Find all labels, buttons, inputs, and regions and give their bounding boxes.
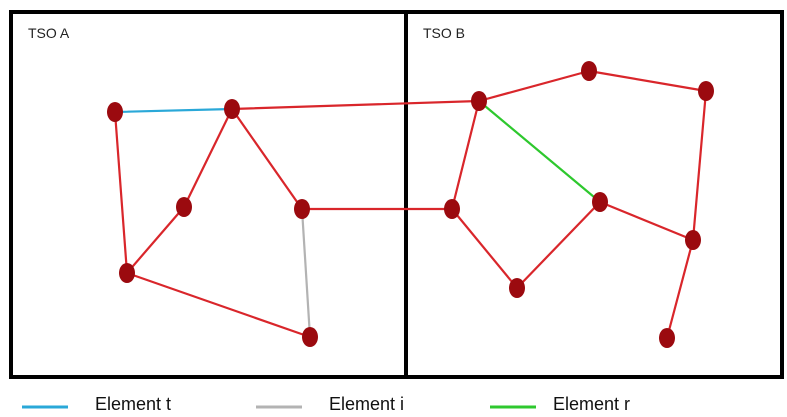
legend-label-element-i: Element i — [329, 394, 404, 414]
node — [302, 327, 318, 347]
line-element-r — [477, 99, 602, 204]
line — [450, 99, 481, 211]
node — [444, 199, 460, 219]
node — [471, 91, 487, 111]
line — [230, 99, 481, 111]
network-nodes — [107, 61, 714, 348]
node — [592, 192, 608, 212]
line — [125, 271, 312, 339]
line-element-t — [113, 107, 234, 114]
node — [224, 99, 240, 119]
line — [182, 107, 234, 209]
zone-tso-a-label: TSO A — [28, 25, 70, 41]
node — [107, 102, 123, 122]
legend: Element t Element i Element r — [22, 394, 630, 414]
legend-label-element-t: Element t — [95, 394, 171, 414]
line — [113, 110, 129, 275]
zone-tso-b-label: TSO B — [423, 25, 465, 41]
node — [581, 61, 597, 81]
legend-label-element-r: Element r — [553, 394, 630, 414]
line — [515, 200, 602, 290]
node — [119, 263, 135, 283]
line — [477, 69, 591, 103]
line — [665, 238, 695, 340]
node — [294, 199, 310, 219]
zone-tso-b-box — [404, 10, 784, 379]
line — [587, 69, 708, 93]
line — [230, 107, 304, 211]
node — [509, 278, 525, 298]
line-element-i — [300, 207, 312, 339]
node — [176, 197, 192, 217]
line — [598, 200, 695, 242]
node — [685, 230, 701, 250]
line — [125, 205, 186, 275]
node — [659, 328, 675, 348]
line — [691, 89, 708, 242]
line — [450, 207, 519, 290]
zone-tso-a-box — [9, 10, 408, 379]
node — [698, 81, 714, 101]
network-lines — [113, 69, 708, 340]
